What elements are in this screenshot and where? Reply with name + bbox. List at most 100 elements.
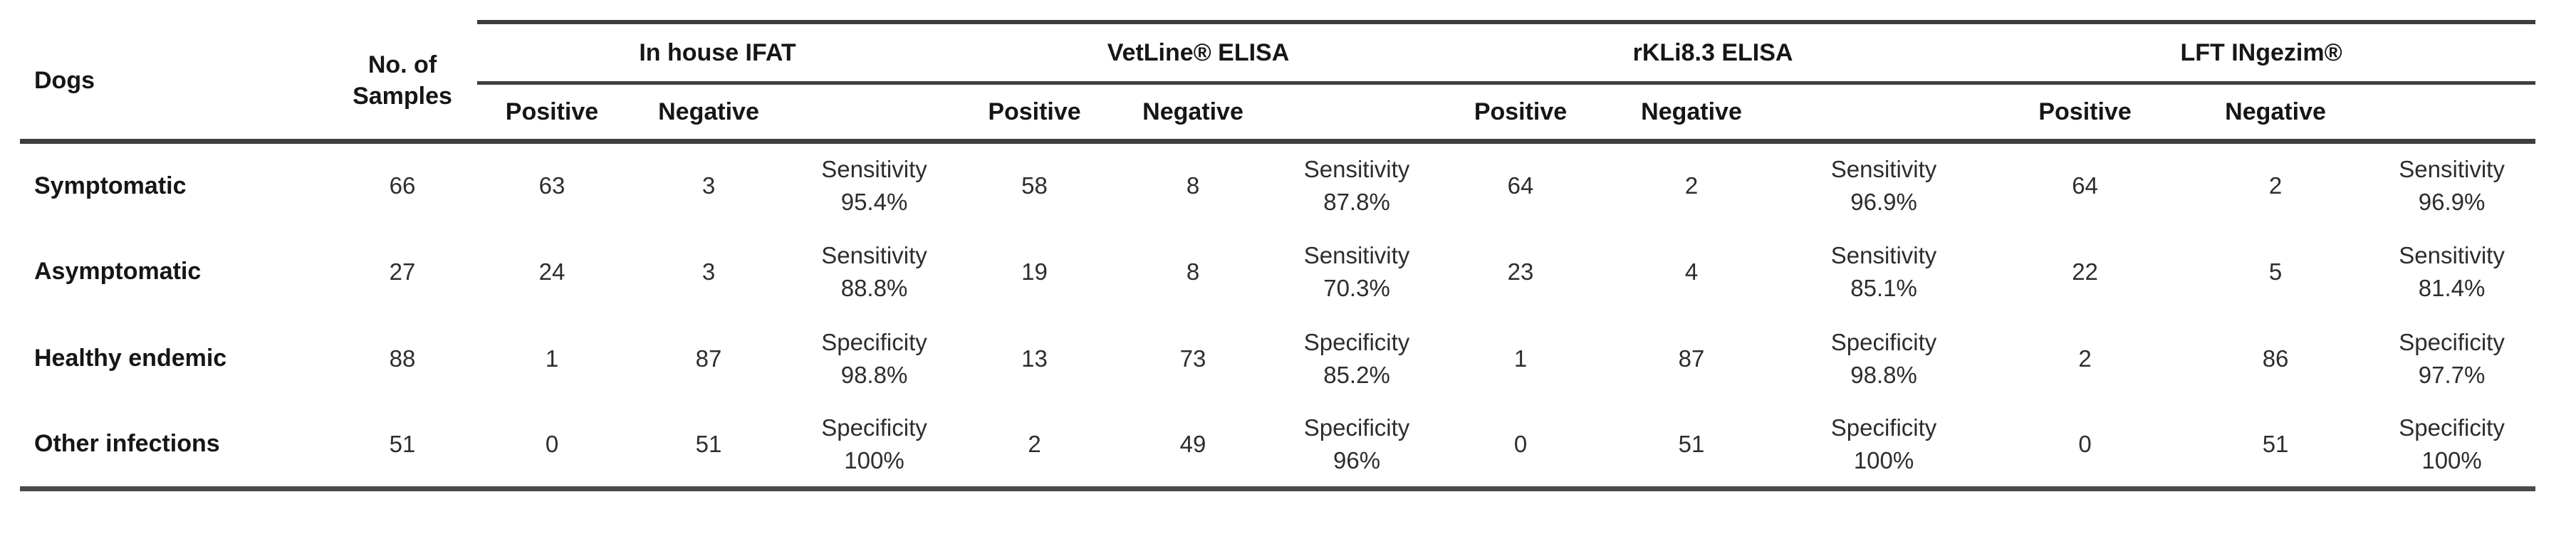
metric-cell: Sensitivity 96.9% (2368, 142, 2535, 229)
metric-cell: Specificity 98.8% (791, 315, 958, 402)
column-header-negative: Negative (1111, 83, 1276, 144)
column-header-positive: Positive (1439, 83, 1603, 144)
samples-count: 66 (389, 172, 416, 199)
metric-value: 100% (1853, 446, 1914, 473)
metric-value: 100% (844, 446, 904, 473)
metric-label: Sensitivity (821, 241, 927, 268)
column-header-negative: Negative (1602, 83, 1781, 144)
samples-count: 51 (328, 402, 477, 491)
positive-count: 0 (1987, 402, 2184, 491)
metric-label: Specificity (821, 328, 927, 355)
negative-count: 51 (2183, 402, 2369, 491)
metric-label: Specificity (2399, 328, 2505, 355)
sub-header-row: Positive Negative Positive Negative Posi… (20, 83, 2536, 144)
metric-cell: Specificity 100% (1780, 402, 1988, 491)
metric-label: Sensitivity (2399, 241, 2505, 268)
positive-count: 64 (1507, 172, 1534, 199)
metric-value: 98.8% (1850, 361, 1917, 388)
metric-cell: Sensitivity 85.1% (1780, 229, 1987, 315)
positive-count: 1 (1513, 345, 1528, 372)
metric-value: 96.9% (2418, 189, 2486, 216)
column-header-metric-spacer (1780, 83, 1988, 144)
metric-label: Specificity (2399, 414, 2505, 441)
table-row-symptomatic: Symptomatic 66 63 3 Sensitivity 95.4% 58… (20, 142, 2535, 229)
positive-count: 1 (545, 345, 559, 372)
column-header-metric-spacer (791, 83, 959, 144)
group-header-vetline-elisa: VetLine® ELISA (958, 20, 1439, 85)
negative-count: 87 (695, 345, 722, 372)
positive-count: 2 (2078, 345, 2092, 372)
positive-count: 0 (1439, 402, 1603, 491)
positive-count: 24 (538, 258, 565, 285)
samples-header-line2: Samples (353, 83, 452, 110)
metric-value: 85.1% (1850, 274, 1917, 301)
samples-count: 27 (389, 258, 416, 285)
column-header-positive: Positive (958, 83, 1112, 144)
metric-label: Specificity (1303, 328, 1410, 355)
dogs-header-label: Dogs (34, 66, 95, 94)
positive-count: 0 (477, 402, 627, 491)
negative-count: 86 (2262, 345, 2289, 372)
metric-label: Sensitivity (1303, 156, 1410, 183)
group-header-row: Dogs No. of Samples In house IFAT VetLin… (20, 20, 2536, 144)
metric-value: 100% (2421, 446, 2482, 473)
negative-count: 51 (627, 402, 791, 491)
row-label: Symptomatic (34, 172, 187, 199)
negative-count: 73 (1179, 345, 1206, 372)
positive-count: 19 (1021, 258, 1048, 285)
diagnostic-test-results-table: Dogs No. of Samples In house IFAT VetLin… (20, 20, 2536, 491)
metric-label: Sensitivity (821, 156, 927, 183)
metric-value: 85.2% (1323, 361, 1390, 388)
metric-cell: Sensitivity 95.4% (791, 142, 958, 229)
row-label: Asymptomatic (34, 258, 202, 285)
metric-value: 96.9% (1850, 189, 1917, 216)
metric-value: 70.3% (1323, 274, 1390, 301)
negative-count: 3 (702, 172, 716, 199)
metric-label: Specificity (1303, 414, 1410, 441)
metric-cell: Specificity 100% (791, 402, 959, 491)
metric-cell: Specificity 96% (1275, 402, 1439, 491)
metric-cell: Specificity 97.7% (2368, 315, 2535, 402)
table-row-asymptomatic: Asymptomatic 27 24 3 Sensitivity 88.8% 1… (20, 229, 2535, 315)
positive-count: 13 (1021, 345, 1048, 372)
metric-value: 98.8% (840, 361, 908, 388)
positive-count: 23 (1507, 258, 1534, 285)
column-header-positive: Positive (1987, 83, 2184, 144)
group-header-in-house-ifat: In house IFAT (477, 20, 959, 85)
metric-label: Specificity (1830, 328, 1937, 355)
column-header-metric-spacer (1275, 83, 1439, 144)
metric-cell: Sensitivity 70.3% (1275, 229, 1439, 315)
negative-count: 49 (1111, 402, 1276, 491)
metric-value: 96% (1333, 446, 1381, 473)
table-row-other-infections: Other infections 51 0 51 Specificity 100… (20, 402, 2536, 491)
column-header-negative: Negative (627, 83, 791, 144)
metric-label: Specificity (1830, 414, 1937, 441)
metric-label: Specificity (821, 414, 927, 441)
paper-table-page: Dogs No. of Samples In house IFAT VetLin… (0, 20, 2576, 534)
negative-count: 51 (1602, 402, 1781, 491)
metric-cell: Sensitivity 87.8% (1275, 142, 1439, 229)
metric-value: 87.8% (1323, 189, 1390, 216)
negative-count: 2 (2268, 172, 2283, 199)
group-header-rkli83-elisa: rKLi8.3 ELISA (1439, 20, 1988, 85)
positive-count: 64 (2072, 172, 2098, 199)
positive-count: 22 (2072, 258, 2098, 285)
metric-label: Sensitivity (1303, 241, 1410, 268)
column-header-dogs: Dogs (20, 22, 328, 144)
row-label: Other infections (20, 402, 328, 491)
metric-cell: Sensitivity 88.8% (791, 229, 958, 315)
metric-value: 97.7% (2418, 361, 2486, 388)
metric-label: Sensitivity (1830, 156, 1937, 183)
column-header-positive: Positive (477, 83, 627, 144)
positive-count: 2 (958, 402, 1112, 491)
metric-cell: Sensitivity 96.9% (1780, 142, 1987, 229)
table-row-healthy-endemic: Healthy endemic 88 1 87 Specificity 98.8… (20, 315, 2535, 402)
metric-cell: Sensitivity 81.4% (2368, 229, 2535, 315)
metric-cell: Specificity 98.8% (1780, 315, 1987, 402)
samples-header-line1: No. of (367, 51, 437, 78)
metric-cell: Specificity 85.2% (1275, 315, 1439, 402)
negative-count: 2 (1684, 172, 1699, 199)
negative-count: 87 (1678, 345, 1705, 372)
metric-value: 95.4% (840, 189, 908, 216)
column-header-metric-spacer (2368, 83, 2536, 144)
